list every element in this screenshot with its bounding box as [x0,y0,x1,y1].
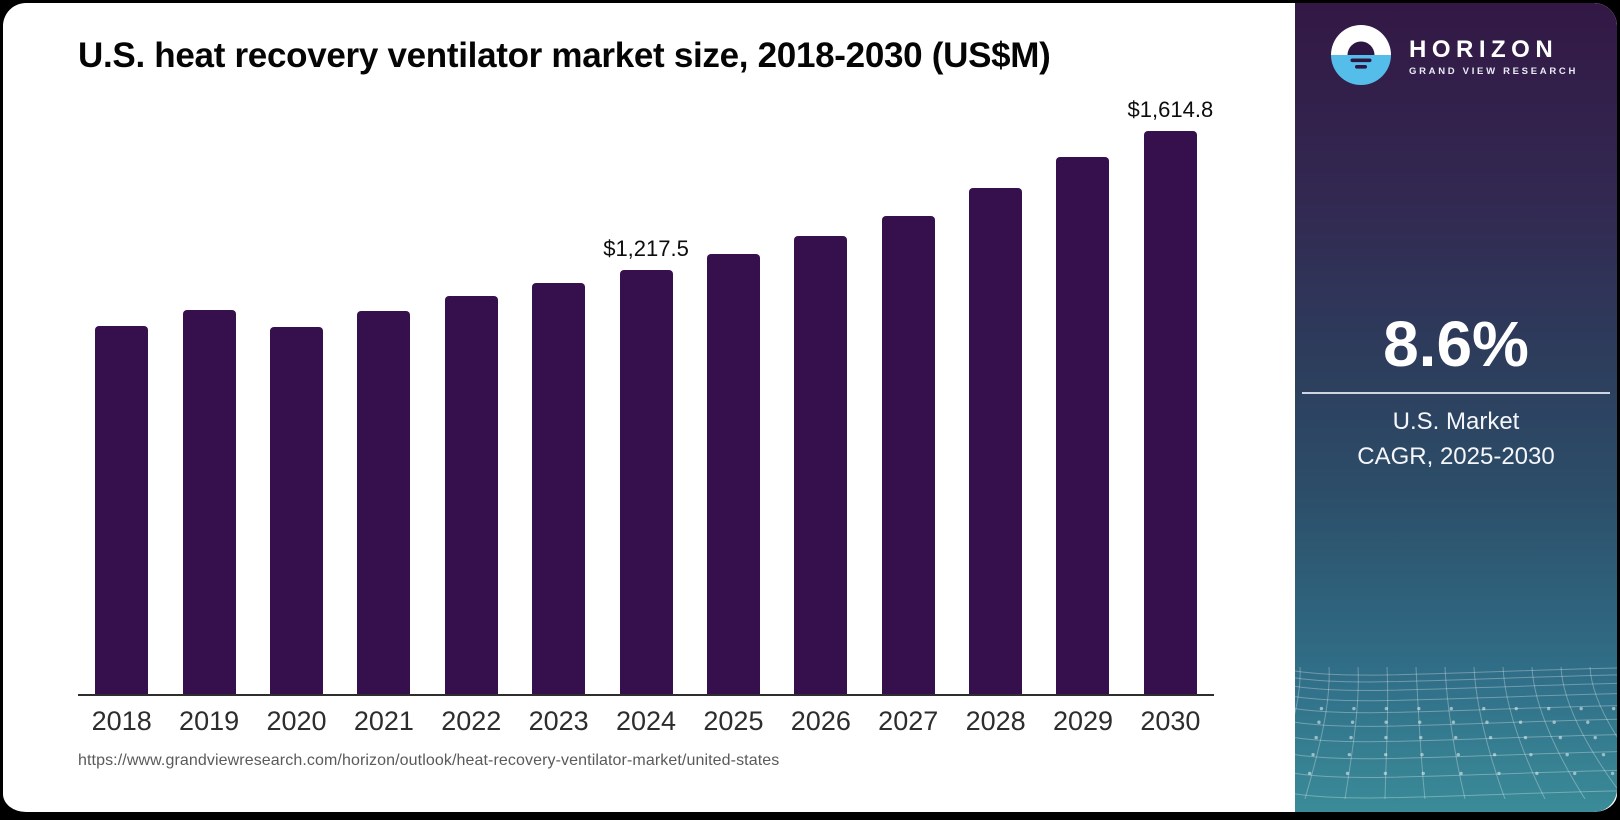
bar-2020 [269,327,323,694]
year-label-2028: 2028 [965,706,1026,736]
bar-cell-2026 [777,131,864,694]
brand-text: HORIZON GRAND VIEW RESEARCH [1409,33,1578,77]
brand-logo: HORIZON GRAND VIEW RESEARCH [1331,25,1578,85]
bar-cell-2018 [78,131,165,694]
year-label-2027: 2027 [878,706,939,736]
bar-2024 [619,270,673,694]
bar-cell-2024: $1,217.5 [602,131,689,694]
brand-name: HORIZON [1409,35,1559,63]
year-label-2024: 2024 [616,706,677,736]
cagr-label-line2: CAGR, 2025-2030 [1357,443,1555,471]
cagr-label-line1: U.S. Market [1392,408,1520,436]
year-label-2026: 2026 [790,706,851,736]
bar-value-label-2024: $1,217.5 [603,236,689,261]
cagr-divider [1302,392,1610,395]
bar-2030 [1143,131,1197,694]
year-label-2025: 2025 [703,706,764,736]
source-url: https://www.grandviewresearch.com/horizo… [78,752,780,769]
year-label-2020: 2020 [266,706,327,736]
bar-2028 [969,188,1023,694]
bar-2029 [1056,157,1110,694]
year-label-2018: 2018 [91,706,152,736]
cagr-label: U.S. Market CAGR, 2025-2030 [1295,404,1617,474]
bar-2027 [881,216,935,694]
year-label-2030: 2030 [1140,706,1201,736]
bar-cell-2023 [515,131,602,694]
brand-panel: HORIZON GRAND VIEW RESEARCH 8.6% U.S. Ma… [1295,3,1617,812]
bar-2026 [794,236,848,694]
year-label-2023: 2023 [528,706,589,736]
bar-cell-2029 [1039,131,1126,694]
cagr-block: 8.6% U.S. Market CAGR, 2025-2030 [1295,308,1617,474]
bar-value-label-2030: $1,614.8 [1127,97,1214,122]
bar-2022 [444,296,498,694]
bar-2025 [706,254,760,694]
bar-2021 [357,311,411,694]
bar-2018 [95,326,149,694]
x-axis-labels: 2018 2019 2020 2021 2022 2023 2024 2025 2026 2027… [78,706,1214,737]
bar-cell-2027 [865,131,952,694]
year-label-2021: 2021 [353,706,414,736]
cagr-value: 8.6% [1383,308,1529,380]
bar-cell-2022 [428,131,515,694]
bar-2023 [532,283,586,694]
mesh-pattern [1295,667,1617,799]
bar-cell-2020 [253,131,340,694]
horizon-sunrise-icon [1331,25,1391,85]
year-label-2029: 2029 [1052,706,1114,736]
brand-subtitle: GRAND VIEW RESEARCH [1409,66,1579,78]
bar-cell-2030: $1,614.8 [1127,97,1214,694]
chart-area: U.S. heat recovery ventilator market siz… [3,3,1295,812]
year-label-2022: 2022 [441,706,502,736]
bar-2019 [182,310,236,694]
bar-cell-2028 [952,131,1039,694]
bar-chart-plot: $1,217.5 $1,614.8 [78,97,1214,696]
year-label-2019: 2019 [179,706,240,736]
bar-cell-2025 [690,131,777,694]
chart-title: U.S. heat recovery ventilator market siz… [78,36,1051,75]
bar-cell-2021 [340,131,427,694]
bar-cell-2019 [165,131,252,694]
